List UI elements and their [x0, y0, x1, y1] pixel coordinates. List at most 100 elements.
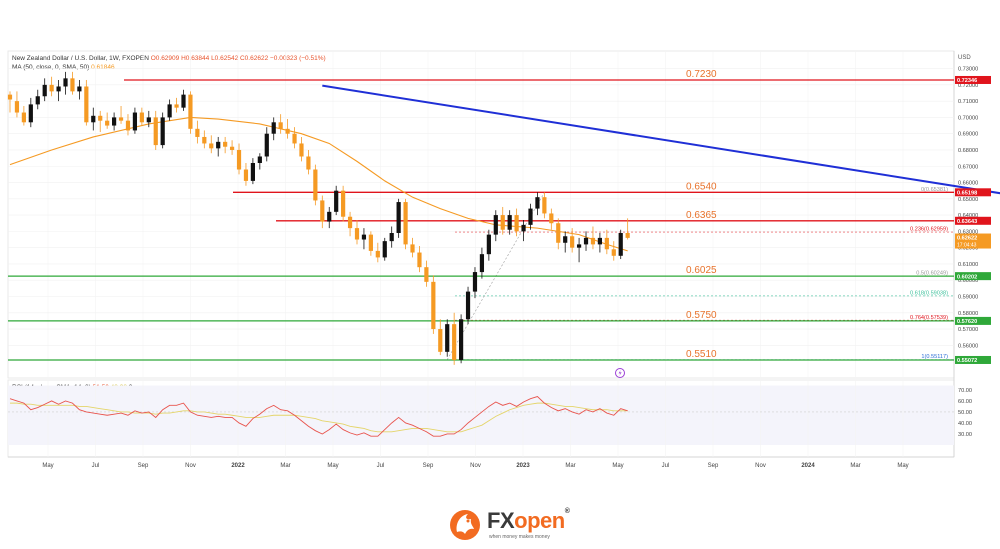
rsi-tick-label: 40.00 — [958, 421, 972, 427]
support-price-tag: 0.60202 — [957, 274, 977, 280]
candle-body — [368, 234, 373, 251]
candle-body — [327, 211, 332, 222]
price-tick-label: 0.69000 — [958, 132, 978, 138]
candle-body — [56, 86, 61, 92]
time-tick-label: Jul — [662, 463, 670, 469]
candle-body — [91, 115, 96, 123]
candle-body — [410, 244, 415, 253]
candle-body — [535, 197, 540, 209]
rsi-lines[interactable] — [9, 396, 628, 437]
resistance-label: 0.6540 — [686, 181, 717, 192]
candle-body — [479, 254, 485, 273]
candle-body — [597, 237, 602, 245]
candle-body — [146, 117, 151, 123]
price-tick-label: 0.60000 — [958, 278, 978, 284]
time-tick-label: Sep — [708, 463, 719, 469]
candle-body — [243, 169, 249, 181]
grid-lines — [8, 51, 954, 457]
candle-body — [278, 122, 283, 129]
support-price-tag: 0.57620 — [957, 319, 977, 325]
candle-body — [354, 228, 360, 240]
candle-body — [209, 143, 214, 149]
price-tick-label: 0.72000 — [958, 83, 978, 89]
candle-body — [452, 324, 457, 360]
candle-body — [313, 169, 318, 201]
fib-label: 0.5(0.60249) — [916, 271, 948, 277]
candle-body — [486, 234, 491, 255]
price-tick-label: 0.64000 — [958, 213, 978, 219]
alert-icon[interactable] — [615, 368, 625, 378]
rsi-tick-label: 60.00 — [958, 399, 972, 405]
candle-body — [396, 202, 401, 233]
support-label: 0.5510 — [686, 349, 717, 360]
resistance-price-tag: 0.65198 — [957, 191, 977, 197]
fib-label: 0.618(0.59038) — [910, 290, 948, 296]
candle-body — [216, 141, 221, 149]
time-tick-label: Jul — [377, 463, 385, 469]
time-tick-label: 2024 — [801, 463, 815, 469]
trendline[interactable] — [322, 84, 1000, 219]
countdown-label: 17:04:43 — [957, 243, 977, 249]
candle-body — [77, 86, 82, 92]
candle-body — [514, 215, 519, 232]
brand-prefix: FX — [487, 508, 515, 533]
ma-legend[interactable]: MA (50, close, 0, SMA, 50) 0.61846 — [12, 64, 115, 71]
price-axis[interactable]: 0.73000 0.72000 0.71000 0.70000 0.69000 0.680… — [958, 67, 978, 350]
time-tick-label: Nov — [755, 463, 766, 469]
candle-body — [84, 86, 89, 123]
time-axis[interactable]: May Jul Sep Nov 2022 Mar May Jul Sep Nov 2023 Mar Ma… — [42, 463, 908, 469]
candle-body — [465, 291, 471, 320]
fib-label: 0.764(0.57539) — [910, 315, 948, 321]
symbol-title: New Zealand Dollar / U.S. Dollar, 1W, FX… — [12, 55, 149, 62]
time-tick-label: Mar — [280, 463, 290, 469]
time-tick-label: Nov — [185, 463, 196, 469]
candle-body — [118, 117, 124, 121]
candle-body — [21, 112, 26, 123]
key-levels[interactable]: 0.7230 0.6540 0.6365 0.6025 0.5750 0.5510 — [8, 69, 954, 361]
candle-body — [49, 84, 54, 92]
time-tick-label: Jul — [92, 463, 100, 469]
candle-body — [618, 233, 623, 256]
registered-mark: ® — [564, 508, 570, 515]
candle-body — [375, 250, 380, 258]
candle-body — [431, 281, 436, 330]
candle-body — [493, 215, 498, 235]
candle-body — [403, 202, 408, 245]
time-tick-label: May — [612, 463, 623, 469]
rsi-tick-label: 70.00 — [958, 388, 972, 394]
candle-body — [257, 156, 262, 163]
candle-body — [583, 237, 589, 245]
moving-average[interactable] — [9, 116, 628, 252]
resistance-price-tag: 0.63643 — [957, 219, 977, 225]
last-price-tag-bg — [955, 233, 991, 249]
candle-body — [590, 237, 596, 245]
candle-body — [250, 163, 255, 181]
resistance-label: 0.6365 — [686, 210, 717, 221]
candle-body — [528, 208, 533, 225]
last-price-label: 0.62622 — [957, 236, 977, 242]
candle-body — [174, 104, 179, 108]
candle-body — [549, 213, 554, 224]
fib-label: 0(0.65381) — [921, 187, 948, 193]
candle-body — [611, 249, 616, 256]
resistance-label: 0.7230 — [686, 69, 717, 80]
candle-body — [445, 324, 450, 352]
rsi-axis[interactable]: 70.00 60.00 50.00 40.00 30.00 — [8, 388, 972, 438]
candle-body — [202, 136, 207, 144]
candle-body — [424, 267, 429, 282]
candle-body — [42, 84, 47, 97]
resistance-price-tag-bg — [955, 188, 991, 197]
candle-body — [542, 197, 547, 214]
candles[interactable] — [7, 71, 630, 365]
fib-label: 1(0.55117) — [921, 354, 948, 360]
candle-body — [98, 115, 103, 121]
time-tick-label: 2023 — [516, 463, 530, 469]
candle-body — [28, 104, 33, 123]
candle-body — [70, 78, 75, 92]
time-tick-label: Sep — [138, 463, 149, 469]
candle-body — [229, 146, 235, 150]
candle-body — [285, 128, 290, 134]
candle-body — [341, 190, 346, 217]
candle-body — [112, 117, 117, 126]
